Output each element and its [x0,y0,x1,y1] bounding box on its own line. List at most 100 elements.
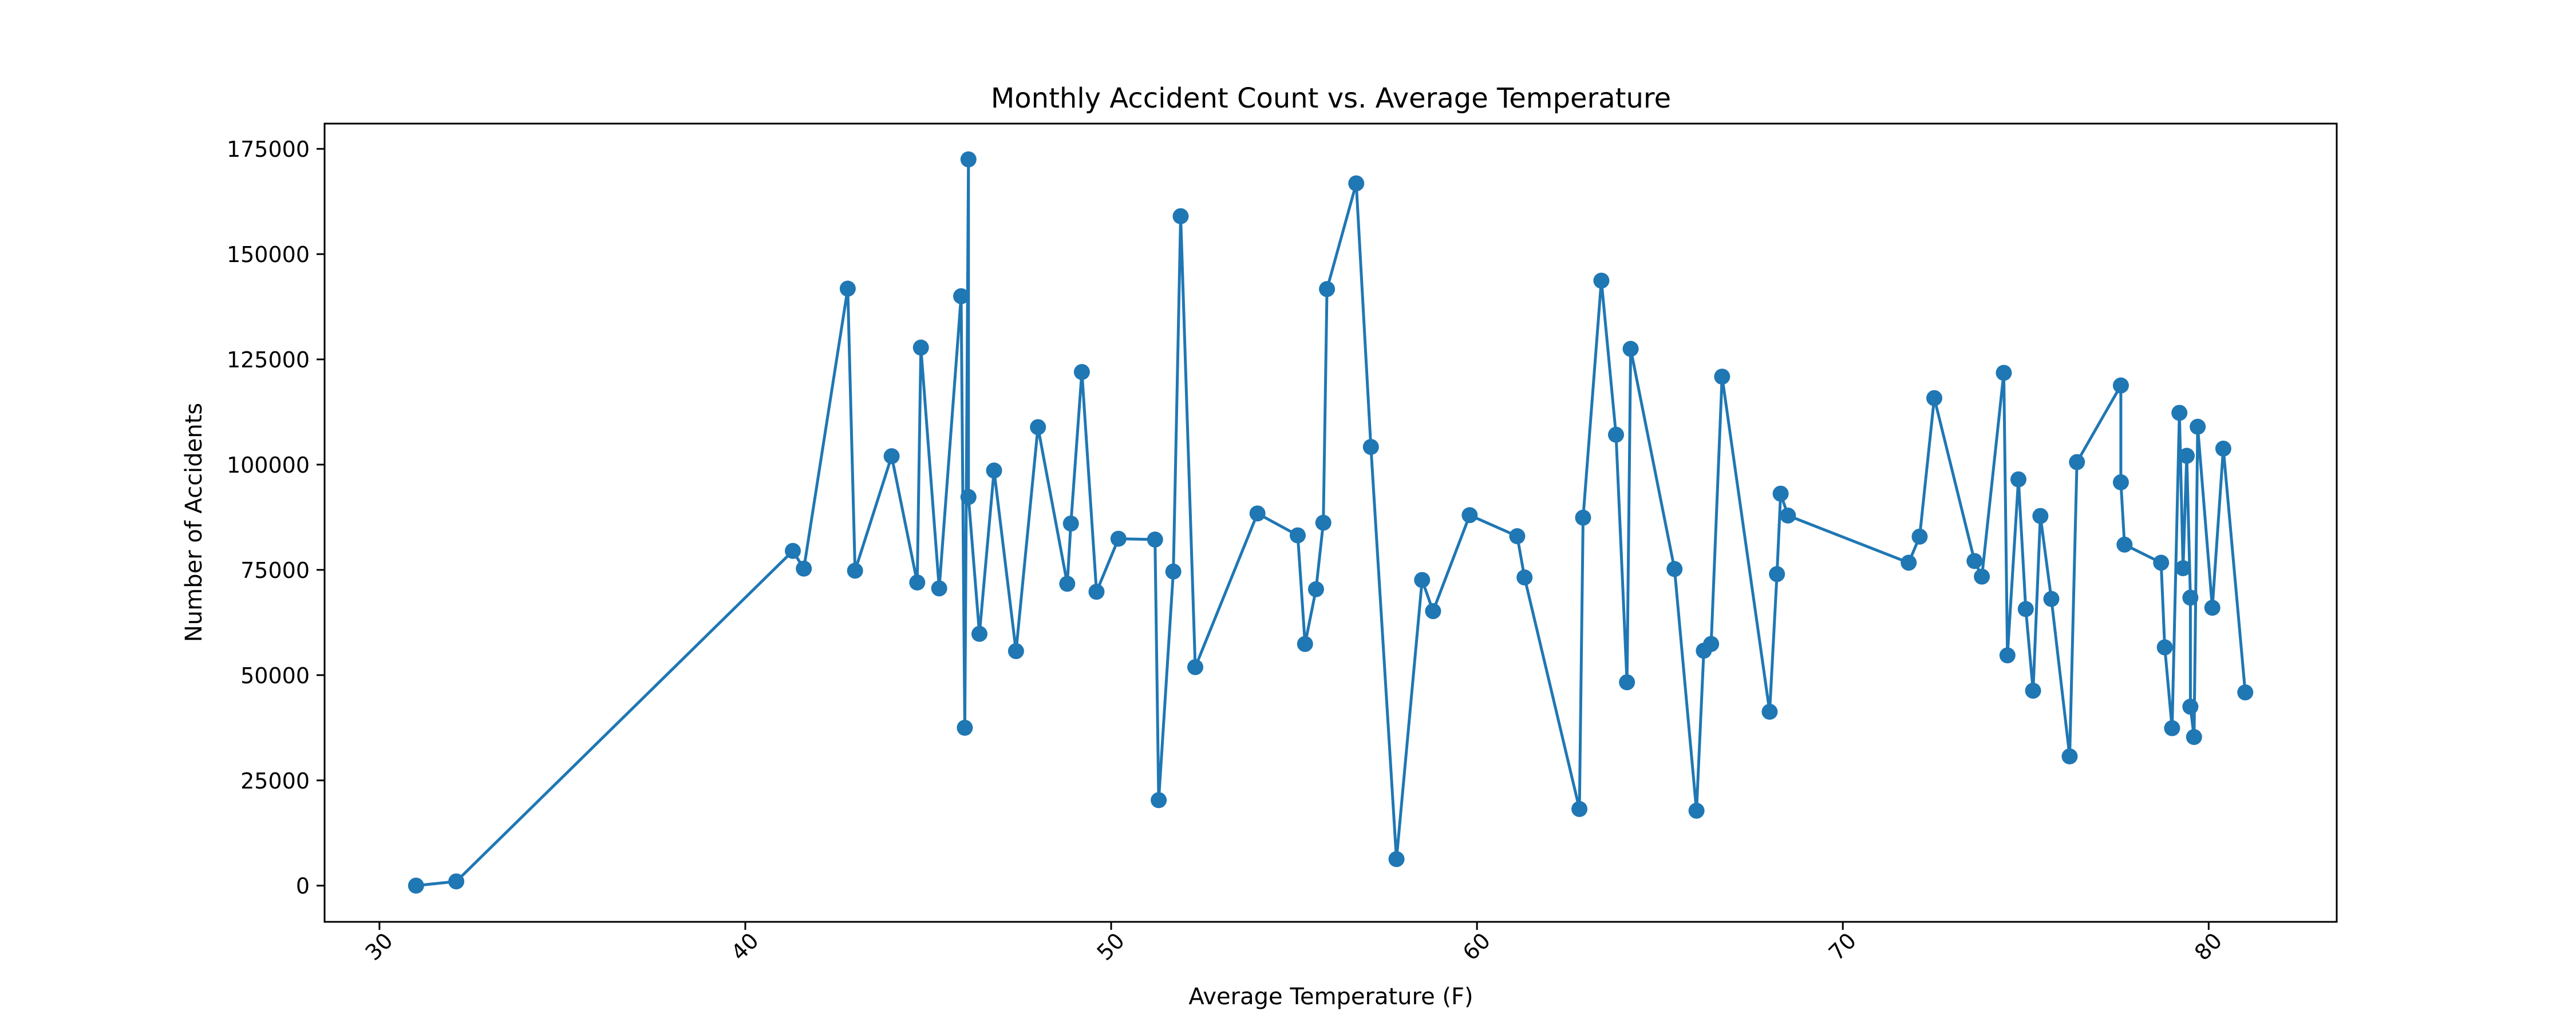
y-tick-label: 175000 [227,137,310,162]
data-point [2171,405,2188,421]
data-point [2215,441,2231,457]
data-point [1319,281,1336,298]
data-point [1461,507,1478,524]
data-point [1666,561,1683,577]
data-point [2182,589,2199,606]
data-point [2043,591,2060,607]
data-point [1110,530,1127,547]
data-point [1622,340,1639,357]
data-point [2112,377,2129,394]
data-point [1187,659,1204,675]
data-point [1388,851,1405,867]
data-point [2164,720,2180,736]
data-point [1315,514,1332,531]
data-point [931,580,947,597]
data-point [912,339,929,356]
data-point [1307,581,1324,597]
y-tick-label: 100000 [227,453,310,478]
data-point [1165,563,1182,580]
data-point [986,462,1002,479]
x-axis-title: Average Temperature (F) [1188,984,1473,1010]
y-tick-label: 0 [296,874,310,899]
data-point [448,873,465,890]
data-point [847,562,863,579]
data-point [1966,553,1983,569]
data-point [1289,527,1306,544]
y-axis: 0 25000 50000 75000 100000 125000 150000 175000 [227,137,325,899]
y-tick-label: 75000 [240,558,310,583]
data-point [2237,684,2254,701]
data-point [2116,536,2133,553]
data-point [2204,600,2221,616]
data-point [971,625,987,642]
data-point [1362,439,1379,455]
data-point [1249,505,1266,522]
data-point [1348,175,1365,192]
data-point [839,280,856,297]
data-point [1073,364,1090,381]
data-point [1974,568,1990,585]
data-point [1571,801,1588,817]
data-point [1772,485,1789,502]
data-point [2178,447,2195,464]
data-point [1575,509,1591,526]
data-point [1999,647,2016,664]
data-point [1297,636,1313,652]
data-point [785,542,801,559]
data-point [2010,471,2026,488]
data-point [1703,636,1720,652]
data-point [1516,569,1533,586]
data-point [1088,584,1105,600]
data-point [2153,554,2170,571]
data-point [1714,369,1730,385]
data-point [2175,560,2191,576]
data-point [2032,508,2049,524]
data-point [1593,272,1610,289]
data-point [2186,729,2202,746]
data-point [1008,643,1024,659]
data-point [2017,601,2034,617]
y-tick-label: 125000 [227,347,310,373]
data-point [1062,515,1079,532]
data-point [1911,528,1928,545]
data-point [1769,566,1785,583]
data-point [2112,474,2129,490]
data-point [909,574,926,591]
data-point [960,489,977,505]
y-tick-label: 150000 [227,242,310,267]
data-point [1926,390,1942,406]
data-point [1030,419,1046,435]
y-axis-title: Number of Accidents [181,403,207,642]
data-point [960,151,977,168]
data-point [1172,208,1189,224]
data-point [1147,531,1163,548]
plot-area [408,151,2254,894]
data-point [796,560,812,577]
data-point [957,719,973,736]
data-point [1151,792,1167,809]
data-point [2069,454,2085,470]
data-point [883,448,900,465]
data-point [2061,748,2078,764]
data-point [1996,365,2012,381]
data-point [2182,699,2199,715]
chart-title: Monthly Accident Count vs. Average Tempe… [991,82,1671,114]
data-point [1780,507,1796,524]
data-point [1059,576,1076,592]
data-point [1761,703,1778,720]
data-point [1607,426,1624,443]
data-point [1425,603,1441,620]
data-point [1901,554,1917,571]
data-point [953,288,970,304]
data-point [408,877,424,894]
data-point [1414,572,1431,588]
axes-frame [323,122,2338,923]
data-point [1619,674,1635,691]
data-point [2190,418,2206,435]
data-point [1509,528,1526,545]
data-point [2156,639,2173,656]
y-tick-label: 25000 [240,768,310,794]
data-point [1688,802,1705,819]
